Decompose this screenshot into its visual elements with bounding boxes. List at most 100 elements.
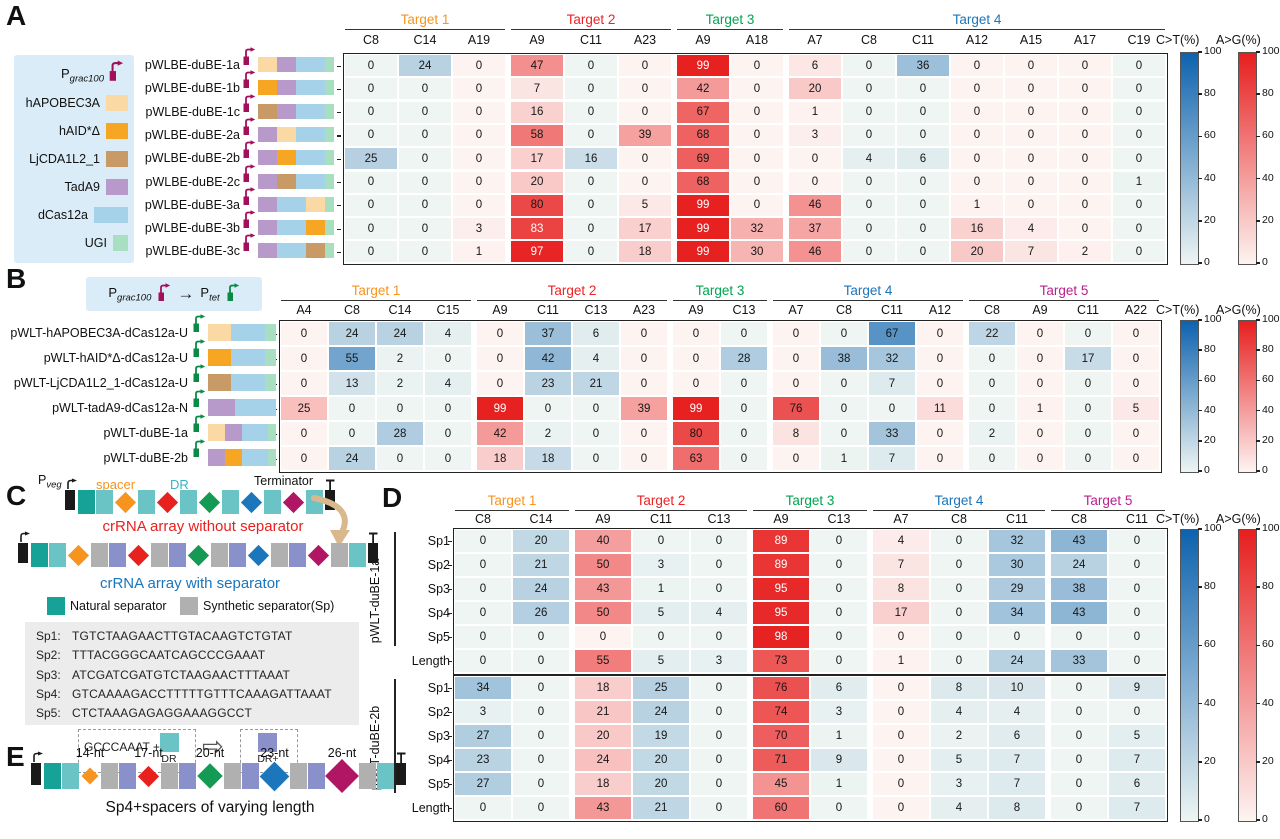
dcas12a-block	[296, 103, 325, 119]
row-label: pWLBE-duBE-3b	[144, 221, 240, 236]
panel-e-caption: Sp4+spacers of varying length	[105, 799, 315, 816]
heatmap-cell: 0	[721, 372, 767, 395]
row-tick	[448, 661, 452, 663]
row-label: pWLT-duBE-1a	[103, 426, 188, 440]
heatmap-cell: 29	[989, 578, 1045, 600]
ag-scale-label: A>G(%)	[1216, 512, 1261, 526]
heatmap-cell: 95	[753, 602, 809, 624]
heatmap-cell: 3	[811, 701, 867, 723]
heatmap-cell: 0	[565, 241, 617, 263]
heatmap-cell: 0	[455, 650, 511, 672]
row-label: Length	[411, 801, 450, 815]
heatmap-cell: 0	[873, 677, 929, 699]
heatmap-cell: 16	[511, 101, 563, 123]
row-label: Sp2	[427, 558, 450, 572]
ct-colorbar	[1180, 529, 1199, 822]
dcas12a-block	[277, 243, 306, 259]
aid-swatch	[106, 123, 128, 139]
row-label: Sp4	[427, 753, 450, 767]
heatmap-cell: 0	[1059, 194, 1111, 216]
panel-b-legend-box: Pgrac100 → Ptet	[86, 277, 262, 311]
separator-name: Sp1:	[36, 629, 61, 643]
heatmap-cell: 76	[753, 677, 809, 699]
heatmap-cell: 37	[525, 322, 571, 345]
heatmap-cell: 50	[575, 602, 631, 624]
heatmap-cell: 0	[619, 171, 671, 193]
group-divider	[452, 673, 1166, 676]
ljcda-block	[277, 173, 296, 189]
heatmap-cell: 0	[969, 397, 1015, 420]
synsep-box	[271, 543, 288, 567]
tada9-block	[258, 126, 277, 142]
heatmap-cell: 0	[843, 171, 895, 193]
synsep-box	[91, 543, 108, 567]
heatmap-cell: 0	[281, 347, 327, 370]
heatmap-cell: 0	[1051, 797, 1107, 819]
heatmap-cell: 34	[455, 677, 511, 699]
drp-box	[229, 543, 246, 567]
tada9-block	[258, 196, 277, 212]
heatmap-cell: 0	[573, 447, 619, 470]
colorbar-tick-label: 0	[1204, 464, 1210, 476]
colorbar-tick-label: 20	[1204, 213, 1216, 226]
heatmap-cell: 25	[633, 677, 689, 699]
synsep-box	[331, 543, 348, 567]
heatmap-cell: 0	[691, 701, 747, 723]
heatmap-cell: 8	[873, 578, 929, 600]
heatmap-cell: 0	[477, 347, 523, 370]
heatmap-cell: 0	[377, 397, 423, 420]
heatmap-cell: 7	[989, 749, 1045, 771]
heatmap-cell: 32	[989, 530, 1045, 552]
group-bracket-line	[394, 679, 396, 793]
array-terminator-icon	[395, 751, 408, 789]
row-tick	[337, 158, 341, 160]
row-label: Sp4	[427, 606, 450, 620]
heatmap-cell: 0	[917, 422, 963, 445]
heatmap-cell: 5	[931, 749, 987, 771]
target-group-label: Target 3	[753, 493, 867, 511]
colorbar-tick-label: 20	[1262, 213, 1274, 226]
heatmap-cell: 99	[477, 397, 523, 420]
nt-length-label: 26-nt	[327, 746, 357, 760]
heatmap-cell: 0	[773, 322, 819, 345]
heatmap-cell: 0	[455, 602, 511, 624]
ugi-block	[324, 126, 334, 142]
heatmap-cell: 9	[811, 749, 867, 771]
heatmap-cell: 0	[345, 171, 397, 193]
row-tick	[448, 637, 452, 639]
heatmap-cell: 0	[873, 701, 929, 723]
column-label: C11	[579, 33, 602, 47]
heatmap-cell: 0	[1109, 701, 1165, 723]
natural-separator-swatch	[47, 597, 65, 615]
row-label: pWLT-hAID*Δ-dCas12a-U	[43, 351, 188, 365]
ugi-block	[324, 243, 334, 259]
heatmap-cell: 0	[345, 55, 397, 76]
heatmap-cell: 0	[873, 626, 929, 648]
heatmap-cell: 0	[951, 171, 1003, 193]
heatmap-cell: 0	[281, 372, 327, 395]
separator-sequence: TGTCTAAGAACTTGTACAAGTCTGTAT	[72, 629, 293, 643]
heatmap-cell: 40	[575, 530, 631, 552]
heatmap-cell: 0	[821, 372, 867, 395]
colorbar-tick-label: 100	[1262, 313, 1280, 325]
drp-box	[308, 763, 325, 789]
heatmap-cell: 36	[897, 55, 949, 76]
heatmap-cell: 89	[753, 554, 809, 576]
heatmap-cell: 0	[1059, 55, 1111, 76]
heatmap-cell: 0	[931, 578, 987, 600]
heatmap-cell: 18	[619, 241, 671, 263]
heatmap-cell: 0	[425, 447, 471, 470]
heatmap-cell: 3	[789, 124, 841, 146]
heatmap-cell: 0	[1065, 372, 1111, 395]
ct-colorbar	[1180, 320, 1199, 473]
heatmap-cell: 0	[673, 347, 719, 370]
heatmap-cell: 0	[621, 372, 667, 395]
heatmap-cell: 16	[951, 218, 1003, 240]
heatmap-cell: 9	[1109, 677, 1165, 699]
heatmap-cell: 0	[721, 397, 767, 420]
heatmap-cell: 24	[575, 749, 631, 771]
heatmap-cell: 0	[1113, 241, 1165, 263]
colorbar-tick-label: 20	[1204, 754, 1216, 767]
heatmap-cell: 0	[1017, 322, 1063, 345]
synsep-box	[101, 763, 118, 789]
